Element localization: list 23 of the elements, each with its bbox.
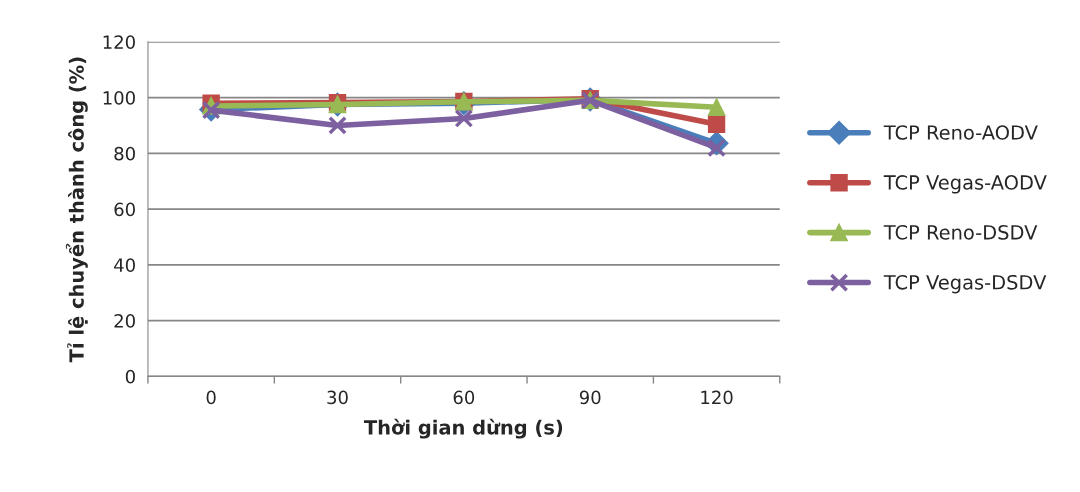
- point: [707, 115, 726, 134]
- y-tick-label: 80: [114, 146, 135, 161]
- legend-label: TCP Reno-DSDV: [883, 225, 1038, 240]
- y-tick-label: 120: [103, 35, 135, 49]
- point: [707, 138, 726, 158]
- point: [328, 116, 347, 135]
- y-axis-title: Tỉ lệ chuyển thành công (%): [65, 57, 88, 363]
- x-axis-title: Thời gian dừng (s): [364, 418, 563, 439]
- point: [707, 98, 726, 117]
- point: [454, 109, 474, 128]
- x-tick-label: 0: [206, 390, 216, 405]
- legend-label: TCP Reno-AODV: [883, 125, 1038, 140]
- legend-label: TCP Vegas-AODV: [883, 175, 1047, 194]
- legend-label: TCP Vegas-DSDV: [883, 274, 1047, 294]
- x-tick-label: 120: [701, 390, 733, 405]
- y-tick-label: 60: [114, 202, 135, 217]
- x-tick-label: 30: [327, 390, 348, 405]
- x-tick-label: 90: [579, 390, 601, 405]
- x-tick-label: 60: [453, 390, 475, 405]
- y-tick-label: 100: [103, 91, 135, 105]
- y-tick-label: 20: [114, 314, 135, 328]
- y-tick-label: 40: [114, 258, 135, 272]
- y-tick-label: 0: [125, 369, 135, 384]
